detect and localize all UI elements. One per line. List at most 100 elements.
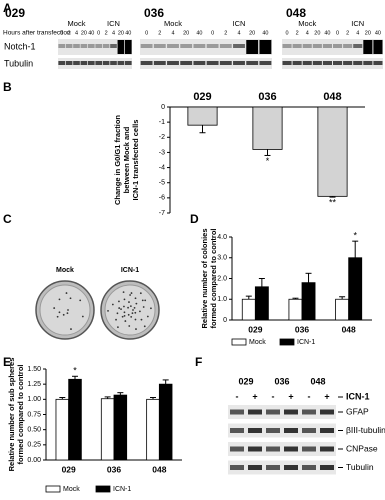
treatment-sign: + bbox=[288, 391, 293, 401]
colony bbox=[120, 308, 122, 311]
band bbox=[343, 61, 353, 65]
band bbox=[80, 44, 88, 48]
y-tick-label: -2 bbox=[159, 134, 165, 141]
lane-label: 0 bbox=[211, 30, 214, 36]
band bbox=[284, 465, 298, 470]
band bbox=[65, 61, 73, 65]
bar bbox=[301, 282, 316, 321]
band bbox=[312, 44, 322, 48]
lane-label: 2 bbox=[68, 30, 71, 36]
bar bbox=[146, 398, 160, 461]
colony bbox=[116, 312, 119, 315]
colony bbox=[111, 303, 114, 306]
colony bbox=[123, 311, 126, 314]
cell-line-label: 029 bbox=[238, 376, 253, 386]
colony bbox=[134, 297, 137, 300]
colony bbox=[131, 312, 134, 315]
colony bbox=[141, 299, 144, 302]
lane-label: 20 bbox=[249, 30, 255, 36]
band bbox=[58, 44, 66, 48]
blot-row-label: Tubulin bbox=[346, 462, 374, 472]
colony bbox=[146, 315, 149, 318]
colony bbox=[118, 307, 121, 309]
lane-label: 0 bbox=[286, 30, 289, 36]
colony bbox=[117, 326, 119, 329]
band bbox=[153, 61, 166, 65]
band bbox=[248, 465, 262, 470]
blot-background bbox=[58, 58, 132, 69]
lane-label: 0 bbox=[60, 30, 63, 36]
y-tick-label: 3.0 bbox=[217, 255, 227, 262]
bar bbox=[241, 298, 256, 321]
significance-mark: * bbox=[266, 156, 270, 166]
band bbox=[322, 44, 332, 48]
y-axis-label: Change in G0/G1 fraction bbox=[113, 115, 122, 205]
blot-background bbox=[282, 39, 383, 55]
band bbox=[87, 44, 95, 48]
legend-label: ICN-1 bbox=[113, 486, 131, 493]
band bbox=[266, 465, 280, 470]
band bbox=[302, 44, 312, 48]
colony bbox=[107, 309, 109, 312]
legend-swatch bbox=[45, 485, 61, 493]
band bbox=[58, 61, 66, 65]
x-tick-label: 048 bbox=[342, 324, 356, 334]
band bbox=[95, 44, 103, 48]
blot-background bbox=[58, 39, 132, 55]
band bbox=[167, 61, 179, 65]
band bbox=[206, 61, 219, 65]
band bbox=[266, 409, 280, 415]
blot-background bbox=[228, 405, 336, 419]
y-tick-label: 4.0 bbox=[217, 234, 227, 241]
y-tick-label: -3 bbox=[159, 149, 165, 156]
legend-label: ICN-1 bbox=[297, 339, 315, 346]
lane-label: 2 bbox=[296, 30, 299, 36]
band bbox=[266, 446, 280, 452]
dish-label: ICN-1 bbox=[121, 267, 139, 274]
bar bbox=[335, 298, 350, 321]
lane-label: 2 bbox=[158, 30, 161, 36]
band bbox=[284, 446, 298, 452]
lane-label: 40 bbox=[375, 30, 381, 36]
colony bbox=[79, 299, 82, 302]
y-axis-label: Relative number of colonies bbox=[200, 228, 209, 328]
band bbox=[259, 61, 272, 65]
band bbox=[80, 61, 88, 65]
colony bbox=[127, 306, 129, 309]
band bbox=[153, 44, 166, 48]
band bbox=[73, 44, 80, 48]
y-tick-label: 1.00 bbox=[27, 396, 41, 403]
lane-label: 4 bbox=[112, 30, 115, 36]
blot-background bbox=[228, 442, 336, 456]
y-tick-label: 1.0 bbox=[217, 296, 227, 303]
band bbox=[248, 428, 262, 433]
x-tick-label: 036 bbox=[258, 91, 276, 103]
band bbox=[302, 465, 316, 470]
band bbox=[180, 44, 193, 48]
blot-background bbox=[228, 460, 336, 475]
legend-swatch bbox=[95, 485, 111, 493]
colony bbox=[144, 299, 147, 302]
band bbox=[246, 61, 259, 65]
colony bbox=[135, 328, 137, 330]
y-tick-label: 0.75 bbox=[27, 411, 41, 418]
treatment-sign: - bbox=[272, 391, 275, 401]
cell-line-label: 048 bbox=[286, 6, 306, 20]
y-tick-label: 1.25 bbox=[27, 381, 41, 388]
band bbox=[320, 446, 334, 452]
band bbox=[230, 409, 244, 415]
blot-background bbox=[228, 423, 336, 438]
dish bbox=[104, 284, 156, 336]
band bbox=[180, 61, 193, 65]
y-tick-label: 1.50 bbox=[27, 366, 41, 373]
band bbox=[333, 61, 343, 65]
panel-letter: B bbox=[3, 80, 12, 94]
lane-label: 4 bbox=[306, 30, 309, 36]
blot-caption: Hours after transfection bbox=[3, 30, 71, 37]
colony bbox=[122, 291, 125, 294]
band bbox=[230, 446, 244, 452]
band bbox=[193, 44, 206, 48]
panel-letter: E bbox=[3, 355, 11, 369]
treatment-label: ICN-1 bbox=[346, 391, 370, 401]
